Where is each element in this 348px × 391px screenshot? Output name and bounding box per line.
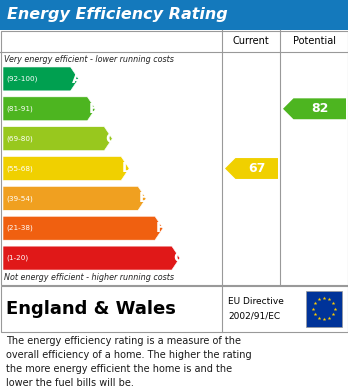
Bar [0, 30, 348, 285]
Text: Not energy efficient - higher running costs: Not energy efficient - higher running co… [4, 273, 174, 282]
Text: Energy Efficiency Rating: Energy Efficiency Rating [7, 7, 228, 23]
Text: Very energy efficient - lower running costs: Very energy efficient - lower running co… [4, 56, 174, 65]
Polygon shape [225, 158, 278, 179]
Text: 82: 82 [311, 102, 329, 115]
Bar [306, 291, 342, 326]
Text: C: C [105, 132, 116, 145]
Text: 2002/91/EC: 2002/91/EC [228, 311, 280, 320]
Text: B: B [88, 102, 99, 116]
Text: England & Wales: England & Wales [6, 300, 176, 317]
Polygon shape [3, 216, 163, 240]
Polygon shape [3, 156, 129, 180]
Bar [0, 0, 348, 30]
Text: G: G [173, 251, 184, 265]
Text: (1-20): (1-20) [6, 255, 28, 261]
Text: Current: Current [232, 36, 269, 46]
Polygon shape [3, 97, 95, 121]
Text: A: A [72, 72, 82, 86]
Polygon shape [3, 67, 79, 91]
Text: (39-54): (39-54) [6, 195, 33, 202]
Text: (81-91): (81-91) [6, 106, 33, 112]
Text: (21-38): (21-38) [6, 225, 33, 231]
Text: Potential: Potential [293, 36, 335, 46]
Text: (55-68): (55-68) [6, 165, 33, 172]
Polygon shape [3, 187, 146, 210]
Polygon shape [3, 246, 180, 270]
Text: D: D [122, 161, 134, 176]
Text: (69-80): (69-80) [6, 135, 33, 142]
Text: EU Directive: EU Directive [228, 297, 284, 306]
Text: F: F [156, 221, 165, 235]
Text: The energy efficiency rating is a measure of the
overall efficiency of a home. T: The energy efficiency rating is a measur… [6, 336, 252, 388]
Polygon shape [3, 127, 112, 151]
Bar [0, 285, 348, 332]
Text: E: E [139, 191, 149, 205]
Text: (92-100): (92-100) [6, 76, 37, 82]
Text: 67: 67 [248, 162, 266, 175]
Polygon shape [283, 98, 346, 119]
